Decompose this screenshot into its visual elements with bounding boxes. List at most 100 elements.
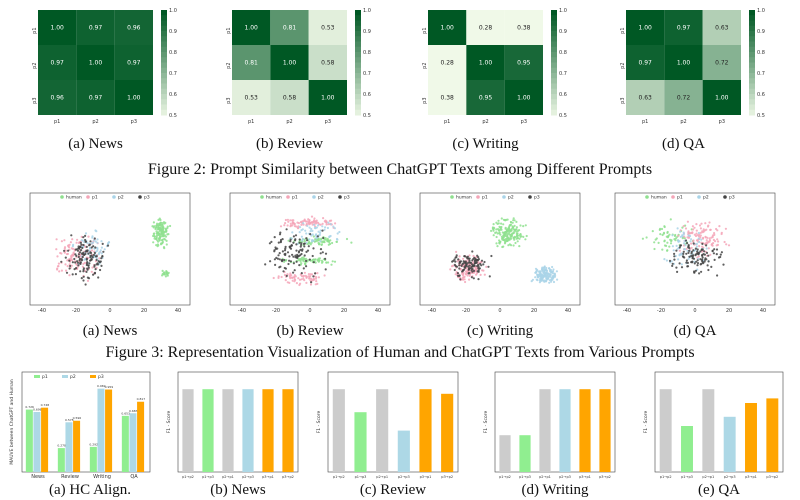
colorbar-segment [551,31,557,37]
scatter-point [699,227,703,230]
heatmap-col-label: p3 [131,119,137,125]
heatmap-caption: (d) QA [662,136,705,152]
scatter-point [99,268,102,272]
colorbar-segment [749,57,755,63]
legend-label: p3 [729,195,735,201]
scatter-point [720,251,724,254]
scatter-point [312,219,316,222]
scatter-point [713,258,716,261]
scatter-point [674,239,677,242]
scatter-point [330,219,333,222]
scatter-point [294,234,298,237]
scatter-point [60,269,64,272]
scatter-plot-1: human p1 p2 p3 -40 -20 0 20 40 (a) News [29,192,191,339]
heatmap-cell-label: 1.00 [638,25,652,32]
scatter-point [289,272,292,275]
scatter-point [522,225,525,228]
scatter-point [683,242,686,245]
f1-chart-3: p1→p2 p1→p3 p2→p1 p2→p3 p3→p1 p3→p2 F1 - Score… [483,371,616,498]
colorbar-tick: 0.9 [363,29,371,35]
scatter-point [663,244,667,247]
colorbar-segment [749,62,755,69]
x-tick: p3→p2 [282,475,294,479]
scatter-point [301,248,304,251]
scatter-point [290,274,293,277]
heatmap-cell [114,10,153,45]
legend-marker [112,195,116,199]
scatter-point [303,262,307,265]
scatter-point [287,220,290,223]
f1-bar [723,416,736,472]
scatter-point [458,264,461,267]
scatter-point [90,246,93,249]
scatter-point [677,234,680,237]
heatmap-cell [76,80,115,115]
scatter-point [686,236,689,239]
colorbar-segment [749,88,755,95]
bar-value-label: 0.817 [137,397,146,401]
colorbar-tick: 0.6 [559,92,567,98]
scatter-point [289,238,292,241]
scatter-point [305,259,308,262]
colorbar-tick: 0.5 [559,113,567,119]
scatter-point [293,276,296,279]
scatter-point [93,265,96,268]
colorbar-segment [355,73,361,79]
scatter-point [535,271,538,274]
colorbar-tick: 0.8 [169,50,177,56]
colorbar-tick: 1.0 [757,8,765,14]
scatter-point [309,273,312,276]
heatmap-cell [626,80,665,115]
scatter-point [450,265,454,268]
scatter-point [671,262,674,265]
f1-bar [441,393,454,472]
scatter-point [496,228,500,231]
scatter-point [314,277,318,280]
scatter-point [350,241,353,244]
f1-caption: (b) News [210,482,266,498]
scatter-point [505,231,508,234]
scatter-plot-4: human p1 p2 p3 -40 -20 0 20 40 (d) QA [614,192,776,339]
figure-2-caption: Figure 2: Prompt Similarity between Chat… [148,161,652,178]
scatter-point [463,275,466,278]
scatter-point [655,237,658,240]
scatter-point [665,259,669,262]
x-tick: p1→p3 [681,475,693,479]
scatter-point [673,252,676,255]
scatter-point [678,254,681,257]
scatter-point [479,262,482,265]
scatter-point [708,240,711,243]
scatter-point [705,244,708,247]
scatter-point [299,282,302,285]
colorbar-segment [749,25,755,32]
bar-value-label: 0.578 [65,418,74,422]
scatter-point [285,274,288,277]
scatter-point [290,244,293,247]
scatter-point [682,231,685,234]
scatter-point [467,268,470,271]
colorbar-segment [749,109,755,116]
scatter-point [101,255,104,258]
scatter-point [690,242,693,245]
scatter-point [462,272,465,276]
scatter-point [281,250,284,253]
scatter-point [56,255,59,258]
scatter-point [455,255,458,259]
scatter-point [679,244,683,247]
colorbar-segment [161,83,167,90]
scatter-point [663,225,666,228]
legend-marker [86,195,90,199]
heatmap-row-label: p1 [32,28,38,34]
scatter-point [157,218,160,221]
x-tick: p2→p3 [724,475,736,479]
scatter-point [669,218,672,221]
f1-bar [419,389,432,472]
scatter-point [93,272,96,275]
scatter-point [454,273,457,276]
scatter-point [96,241,99,244]
scatter-point [166,225,169,228]
scatter-point [701,254,704,257]
colorbar-segment [551,104,557,111]
x-tick: p3→p2 [766,475,778,479]
scatter-point [310,215,314,218]
